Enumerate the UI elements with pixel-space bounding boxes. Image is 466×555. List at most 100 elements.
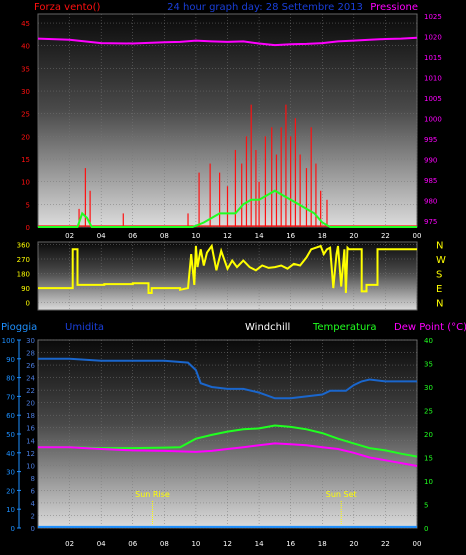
humidity-y-tick-label: 18	[26, 412, 35, 420]
rain-y-tick-label: 10	[6, 506, 15, 514]
wind-x-tick-label: 14	[255, 232, 264, 240]
wind-x-tick-label: 12	[223, 232, 232, 240]
pressure-y-tick-label: 1025	[424, 13, 442, 21]
humidity-y-tick-label: 10	[26, 462, 35, 470]
sun-event-label: Sun Set	[326, 490, 357, 499]
humidity-y-tick-label: 12	[26, 450, 35, 458]
direction-y-tick-label: 90	[21, 285, 30, 293]
humidity-y-tick-label: 22	[26, 387, 35, 395]
wind-direction-line	[38, 243, 417, 294]
wind-y-tick-label: 10	[21, 179, 30, 187]
rain-label: Pioggia	[1, 322, 37, 333]
pressure-line	[37, 36, 418, 47]
pressure-y-tick-label: 975	[424, 218, 437, 226]
rain-y-tick-label: 60	[6, 412, 15, 420]
compass-tick-label: S	[436, 270, 442, 281]
wind-x-tick-label: 20	[349, 232, 358, 240]
humidity-y-tick-label: 26	[26, 362, 35, 370]
temp-x-tick-label: 02	[65, 540, 74, 548]
pressure-y-tick-label: 1010	[424, 74, 442, 82]
rain-y-tick-label: 40	[6, 450, 15, 458]
temperature-y-tick-label: 30	[424, 384, 433, 392]
pressure-y-tick-label: 1005	[424, 95, 442, 103]
wind-force-label: Forza vento()	[34, 2, 101, 13]
humidity-y-tick-label: 14	[26, 437, 35, 445]
temperature-y-tick-label: 0	[424, 525, 428, 533]
umidita-line	[38, 357, 417, 400]
wind-x-tick-label: 10	[191, 232, 200, 240]
wind-x-tick-label: 18	[318, 232, 327, 240]
pressure-y-tick-label: 1015	[424, 54, 442, 62]
pressure-label: Pressione	[370, 2, 418, 13]
graph-date-title: 24 hour graph day: 28 Settembre 2013	[167, 2, 363, 13]
humidity-y-tick-label: 8	[31, 475, 35, 483]
humidity-y-tick-label: 30	[26, 337, 35, 345]
wind-y-tick-label: 15	[21, 156, 30, 164]
temp-x-tick-label: 04	[97, 540, 106, 548]
wind-x-tick-label: 06	[128, 232, 137, 240]
dew-point-line	[38, 442, 418, 467]
dew-point-label: Dew Point (°C)	[394, 322, 466, 333]
pressure-y-tick-label: 990	[424, 156, 437, 164]
temp-x-tick-label: 08	[160, 540, 169, 548]
wind-y-tick-label: 5	[26, 201, 30, 209]
pressure-y-tick-label: 980	[424, 197, 437, 205]
humidity-y-tick-label: 4	[31, 500, 36, 508]
temperature-y-tick-label: 5	[424, 502, 428, 510]
compass-tick-label: W	[436, 255, 446, 266]
temp-x-tick-label: 20	[349, 540, 358, 548]
wind-speed-line	[38, 189, 417, 228]
temperature-y-tick-label: 35	[424, 361, 433, 369]
temperatura-line	[38, 424, 418, 458]
direction-y-tick-label: 270	[17, 256, 30, 264]
pressure-y-tick-label: 1000	[424, 115, 442, 123]
wind-y-tick-label: 0	[26, 224, 30, 232]
temperature-y-tick-label: 15	[424, 455, 433, 463]
wind-x-tick-label: 22	[381, 232, 390, 240]
temp-x-tick-label: 10	[191, 540, 200, 548]
temp-x-tick-label: 16	[286, 540, 295, 548]
rain-y-tick-label: 70	[6, 393, 15, 401]
pressure-y-tick-label: 995	[424, 136, 437, 144]
sun-event-label: Sun Rise	[135, 490, 170, 499]
pressure-y-tick-label: 1020	[424, 34, 442, 42]
wind-y-tick-label: 35	[21, 65, 30, 73]
rain-y-tick-label: 50	[6, 431, 15, 439]
temp-x-tick-label: 12	[223, 540, 232, 548]
temperature-y-tick-label: 25	[424, 408, 433, 416]
wind-x-tick-label: 02	[65, 232, 74, 240]
pressure-y-tick-label: 985	[424, 177, 437, 185]
wind-x-tick-label: 16	[286, 232, 295, 240]
direction-y-tick-label: 360	[17, 241, 30, 249]
wind-y-tick-label: 25	[21, 111, 30, 119]
humidity-y-tick-label: 2	[31, 512, 35, 520]
compass-tick-label: E	[436, 284, 442, 295]
temperature-label: Temperatura	[312, 322, 377, 333]
wind-y-tick-label: 40	[21, 43, 30, 51]
direction-y-tick-label: 180	[17, 271, 30, 279]
wind-y-tick-label: 45	[21, 20, 30, 28]
wind-y-tick-label: 20	[21, 133, 30, 141]
humidity-y-tick-label: 6	[31, 487, 36, 495]
wind-x-tick-label: 04	[97, 232, 106, 240]
humidity-y-tick-label: 0	[31, 525, 35, 533]
humidity-y-tick-label: 24	[26, 375, 35, 383]
humidity-y-tick-label: 28	[26, 350, 35, 358]
windchill-label: Windchill	[245, 322, 290, 333]
rain-y-tick-label: 30	[6, 469, 15, 477]
rain-y-tick-label: 80	[6, 375, 15, 383]
compass-tick-label: N	[436, 299, 443, 310]
wind-y-tick-label: 30	[21, 88, 30, 96]
humidity-y-tick-label: 16	[26, 425, 35, 433]
temp-x-tick-label: 00	[413, 540, 422, 548]
temperature-y-tick-label: 10	[424, 478, 433, 486]
humidity-label: Umidita	[65, 322, 104, 333]
compass-tick-label: N	[436, 240, 443, 251]
temperature-y-tick-label: 40	[424, 337, 433, 345]
direction-y-tick-label: 0	[26, 300, 30, 308]
rain-y-tick-label: 20	[6, 487, 15, 495]
rain-y-tick-label: 100	[2, 337, 15, 345]
wind-x-tick-label: 08	[160, 232, 169, 240]
temp-x-tick-label: 06	[128, 540, 137, 548]
humidity-y-tick-label: 20	[26, 400, 35, 408]
